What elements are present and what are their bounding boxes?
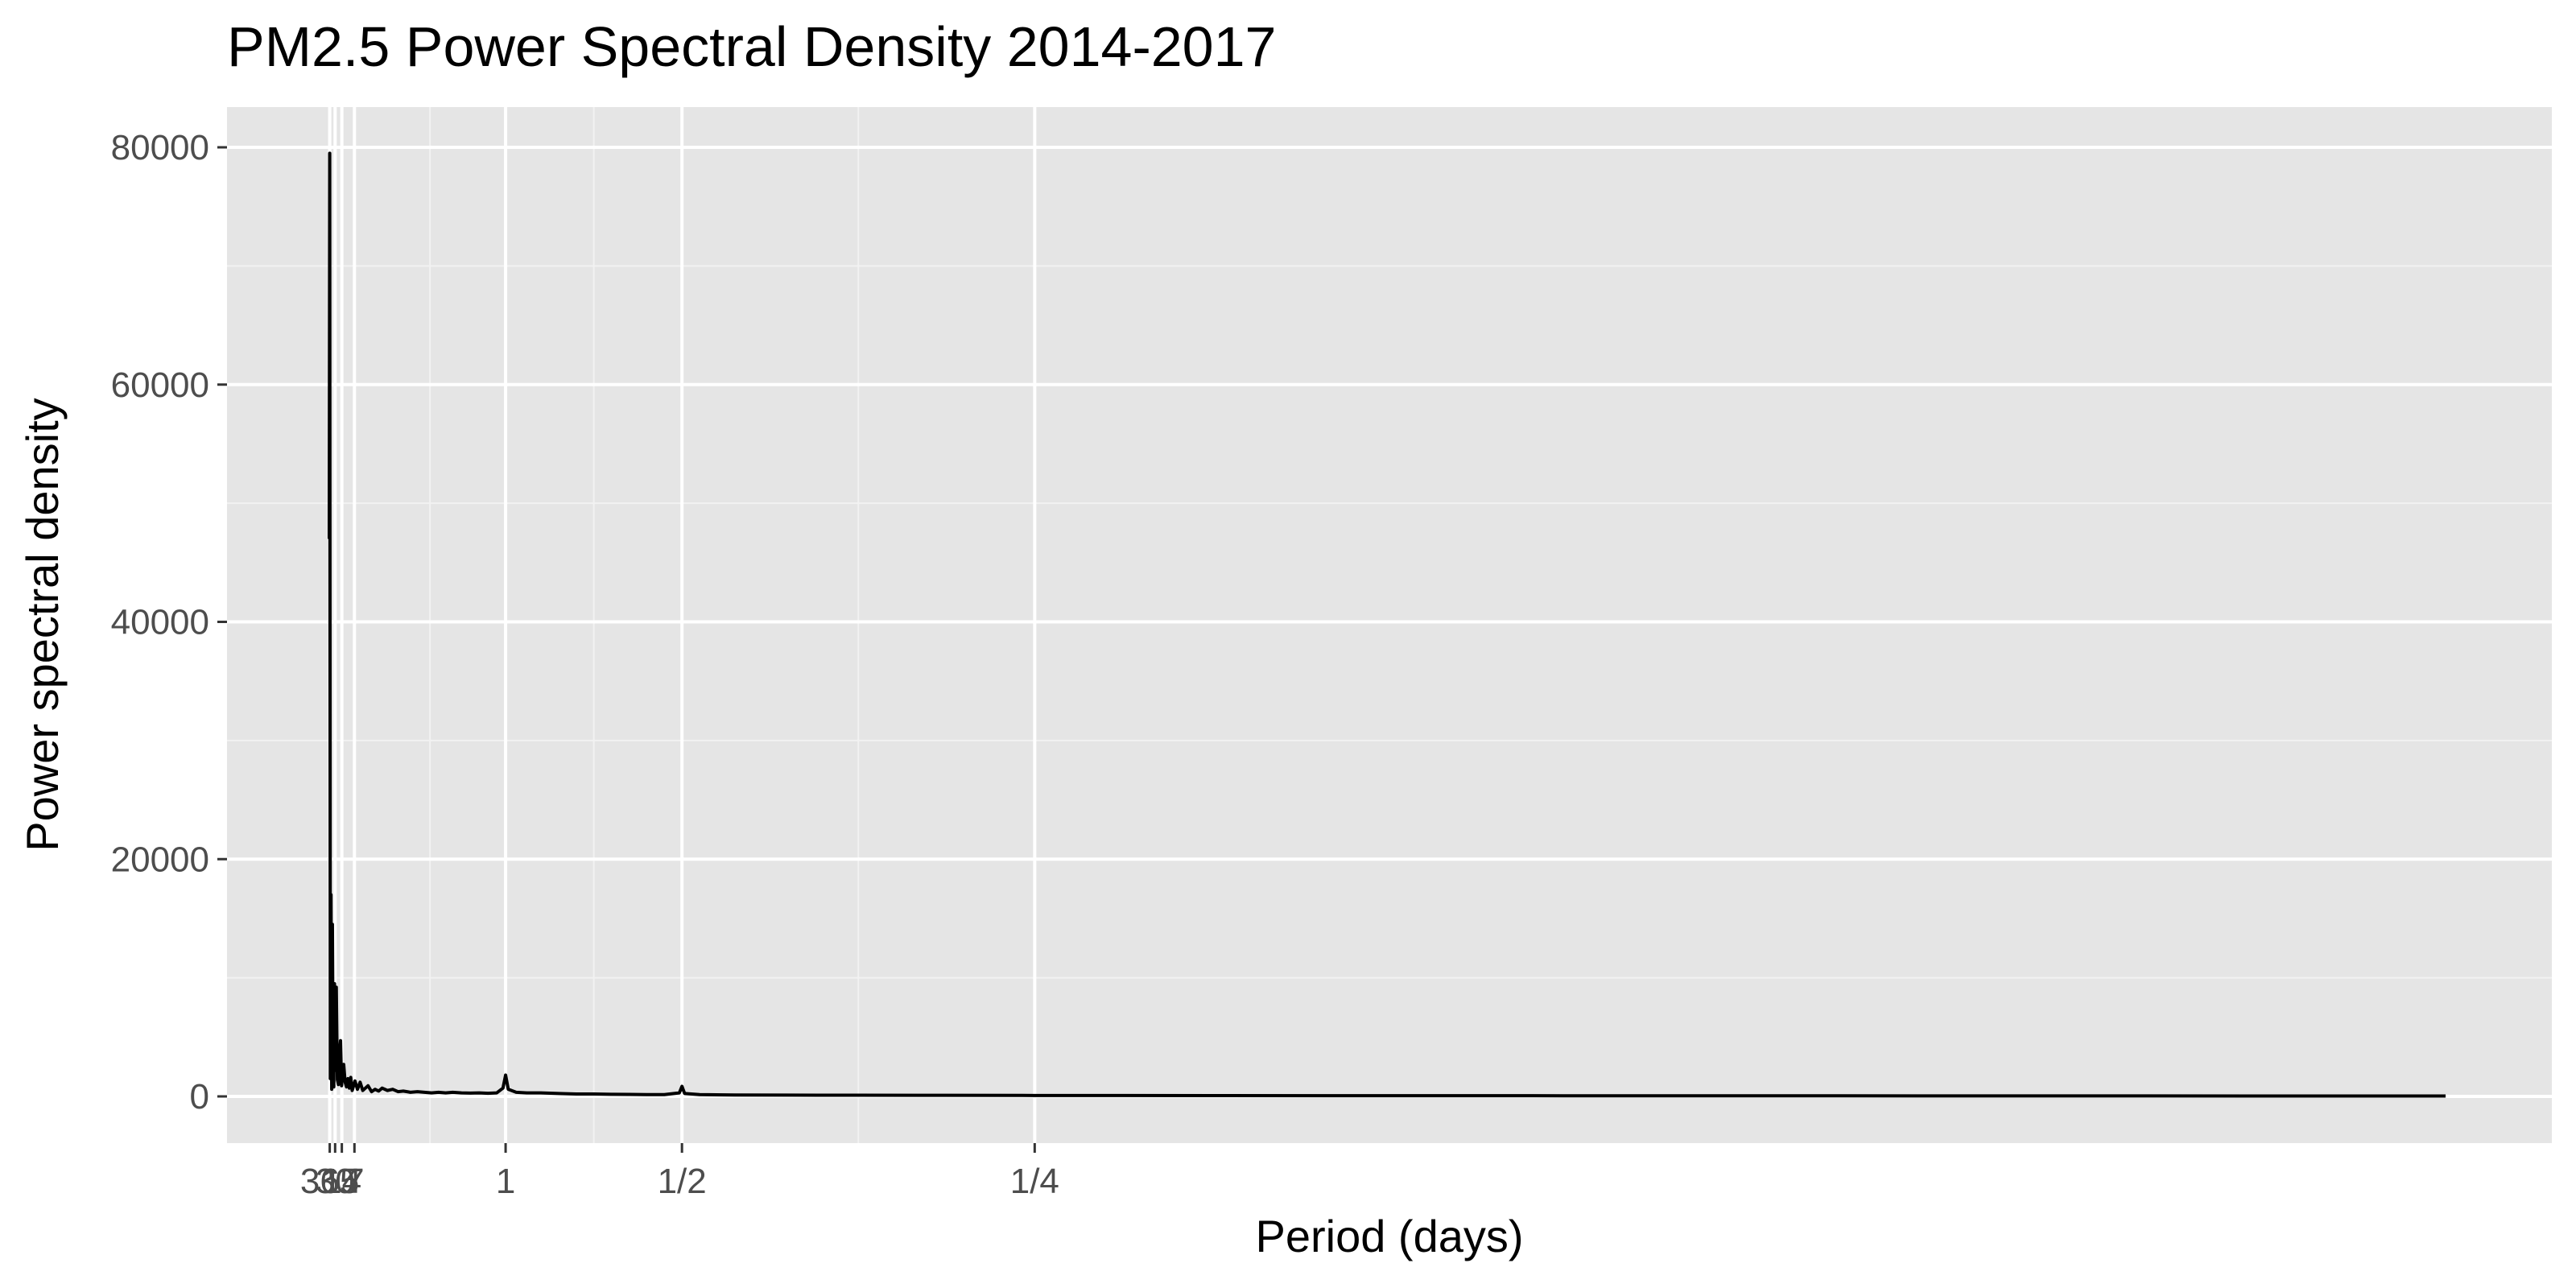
plot-panel xyxy=(227,107,2552,1143)
minor-gridlines xyxy=(227,107,2552,1143)
y-tick-label: 60000 xyxy=(111,365,209,405)
y-axis-title: Power spectral density xyxy=(17,398,68,851)
y-tick-label: 40000 xyxy=(111,603,209,642)
x-tick-label: 7 xyxy=(345,1162,364,1201)
x-axis-title: Period (days) xyxy=(1255,1211,1523,1261)
x-tick-label: 30 xyxy=(316,1162,355,1201)
y-axis: 0 20000 40000 60000 80000 xyxy=(111,128,227,1117)
y-tick-label: 20000 xyxy=(111,840,209,879)
psd-series-line xyxy=(328,151,2446,1098)
chart-title: PM2.5 Power Spectral Density 2014-2017 xyxy=(227,15,1276,78)
y-tick-label: 0 xyxy=(190,1077,209,1117)
x-tick-label: 1/2 xyxy=(658,1162,707,1201)
x-tick-label: 1/4 xyxy=(1010,1162,1059,1201)
x-tick-label: 1 xyxy=(496,1162,515,1201)
series-layer xyxy=(328,151,2446,1098)
y-tick-label: 80000 xyxy=(111,128,209,167)
x-tick-label: 365 xyxy=(300,1162,359,1201)
x-tick-label: 14 xyxy=(322,1162,361,1201)
